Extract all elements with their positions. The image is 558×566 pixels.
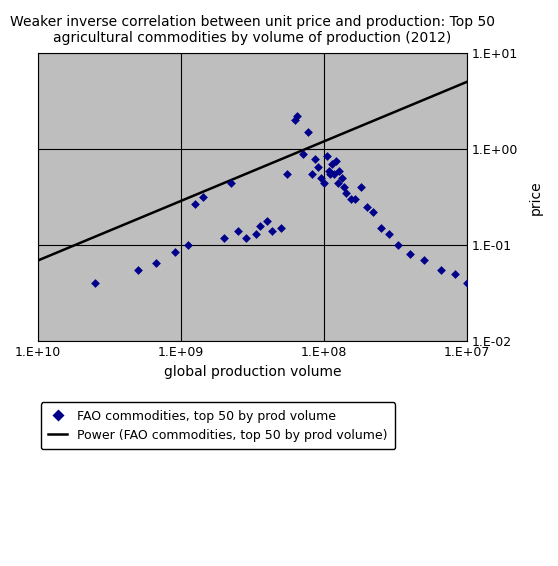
Point: [405, 250, 414, 259]
Point: [316, 174, 325, 183]
Title: Weaker inverse correlation between unit price and production: Top 50
agricultura: Weaker inverse correlation between unit …: [10, 15, 495, 45]
Point: [323, 152, 331, 161]
X-axis label: global production volume: global production volume: [163, 365, 341, 379]
Point: [171, 247, 180, 256]
Point: [292, 112, 301, 121]
Point: [251, 230, 260, 239]
Point: [333, 178, 342, 187]
Point: [384, 230, 393, 239]
Point: [335, 166, 344, 175]
Point: [326, 170, 335, 179]
Y-axis label: price: price: [529, 180, 543, 215]
Point: [357, 183, 365, 192]
Point: [226, 178, 235, 187]
Point: [351, 195, 360, 204]
Point: [276, 224, 285, 233]
Point: [242, 233, 251, 242]
Point: [462, 279, 471, 288]
Point: [325, 166, 334, 175]
Point: [451, 269, 460, 278]
Point: [90, 279, 99, 288]
Point: [283, 170, 292, 179]
Point: [369, 208, 378, 217]
Point: [133, 265, 142, 275]
Point: [362, 203, 371, 212]
Point: [303, 128, 312, 137]
Point: [331, 157, 340, 166]
Point: [314, 162, 323, 171]
Point: [311, 154, 320, 163]
Point: [328, 160, 336, 169]
Point: [341, 188, 350, 198]
Point: [219, 233, 228, 242]
Point: [437, 265, 446, 275]
Legend: FAO commodities, top 50 by prod volume, Power (FAO commodities, top 50 by prod v: FAO commodities, top 50 by prod volume, …: [41, 402, 395, 449]
Point: [299, 149, 307, 158]
Point: [340, 183, 349, 192]
Point: [268, 226, 277, 235]
Point: [183, 241, 192, 250]
Point: [151, 259, 160, 268]
Point: [329, 170, 338, 179]
Point: [190, 199, 199, 208]
Point: [394, 241, 403, 250]
Point: [319, 178, 328, 187]
Point: [376, 224, 385, 233]
Point: [346, 195, 355, 204]
Point: [199, 192, 208, 201]
Point: [308, 170, 317, 179]
Point: [233, 226, 242, 235]
Point: [256, 221, 264, 230]
Point: [290, 116, 299, 125]
Point: [419, 255, 428, 264]
Point: [337, 174, 346, 183]
Point: [262, 216, 271, 225]
